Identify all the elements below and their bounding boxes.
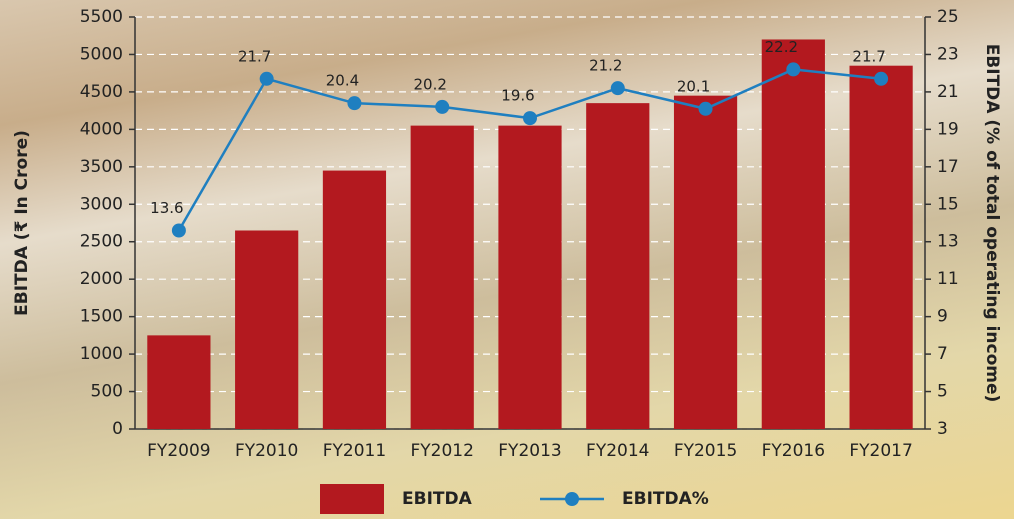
bar <box>147 335 210 429</box>
y2-tick-label: 13 <box>937 232 959 252</box>
y2-tick-label: 7 <box>937 344 948 364</box>
bar <box>498 126 561 429</box>
y2-tick-label: 5 <box>937 382 948 402</box>
y2-tick-label: 19 <box>937 119 959 139</box>
y-tick-label: 4000 <box>80 119 123 139</box>
y-tick-label: 3000 <box>80 194 123 214</box>
data-label: 21.7 <box>852 47 885 65</box>
y2-tick-label: 15 <box>937 194 959 214</box>
x-tick-label: FY2013 <box>498 441 561 461</box>
x-tick-label: FY2016 <box>762 441 825 461</box>
y2-tick-label: 21 <box>937 82 959 102</box>
x-tick-label: FY2017 <box>849 441 912 461</box>
data-label: 20.2 <box>414 75 447 93</box>
marker <box>260 72 274 86</box>
x-tick-label: FY2014 <box>586 441 649 461</box>
y-tick-label: 3500 <box>80 157 123 177</box>
y2-tick-label: 23 <box>937 44 959 64</box>
y2-tick-label: 17 <box>937 157 959 177</box>
legend-swatch <box>565 492 579 506</box>
y2-tick-label: 25 <box>937 7 959 27</box>
bar <box>586 103 649 429</box>
marker <box>874 72 888 86</box>
page: EBITDA (₹ In Crore) EBITDA (% of total o… <box>0 0 1014 519</box>
bar <box>235 230 298 429</box>
data-label: 20.4 <box>326 72 359 90</box>
bar <box>411 126 474 429</box>
marker <box>435 100 449 114</box>
bar <box>762 39 825 429</box>
y-tick-label: 1500 <box>80 307 123 327</box>
x-tick-label: FY2009 <box>147 441 210 461</box>
marker <box>786 62 800 76</box>
y-tick-label: 5000 <box>80 44 123 64</box>
marker <box>611 81 625 95</box>
data-label: 21.2 <box>589 57 622 75</box>
bar <box>323 171 386 429</box>
legend-swatch <box>320 484 384 514</box>
y-tick-label: 5500 <box>80 7 123 27</box>
x-tick-label: FY2010 <box>235 441 298 461</box>
y2-axis-title: EBITDA (% of total operating income) <box>982 44 1002 403</box>
data-label: 21.7 <box>238 47 271 65</box>
data-label: 20.1 <box>677 77 710 95</box>
y-tick-label: 4500 <box>80 82 123 102</box>
x-tick-label: FY2011 <box>323 441 386 461</box>
y2-tick-label: 11 <box>937 269 959 289</box>
y-tick-label: 1000 <box>80 344 123 364</box>
data-label: 13.6 <box>150 199 183 217</box>
data-label: 22.2 <box>765 38 798 56</box>
y-tick-label: 0 <box>112 419 123 439</box>
y2-tick-label: 9 <box>937 307 948 327</box>
marker <box>523 111 537 125</box>
marker <box>172 223 186 237</box>
y-tick-label: 500 <box>91 382 123 402</box>
y-tick-label: 2000 <box>80 269 123 289</box>
y2-tick-label: 3 <box>937 419 948 439</box>
x-tick-label: FY2015 <box>674 441 737 461</box>
bar <box>674 96 737 429</box>
legend-label: EBITDA% <box>622 489 709 509</box>
y-tick-label: 2500 <box>80 232 123 252</box>
marker <box>347 96 361 110</box>
marker <box>699 102 713 116</box>
chart: EBITDA (₹ In Crore) EBITDA (% of total o… <box>0 0 1014 519</box>
bar <box>850 66 913 429</box>
y-axis-title: EBITDA (₹ In Crore) <box>12 130 32 316</box>
data-label: 19.6 <box>501 87 534 105</box>
legend-label: EBITDA <box>402 489 473 509</box>
x-tick-label: FY2012 <box>411 441 474 461</box>
